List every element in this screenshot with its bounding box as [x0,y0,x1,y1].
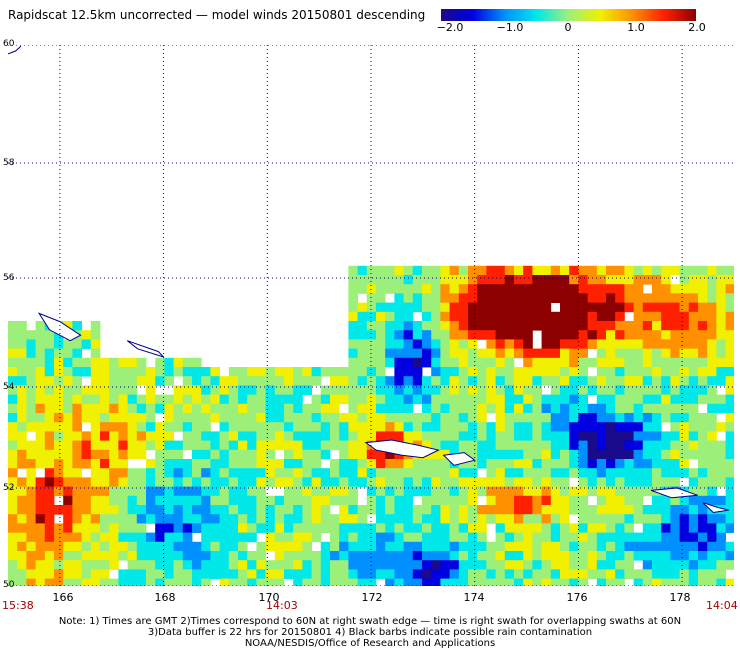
lat-label-60: 60 [3,39,15,49]
time-label-middle: 14:03 [266,599,298,612]
lon-label-178: 178 [669,591,691,604]
lon-label-172: 172 [361,591,383,604]
map-canvas [8,45,734,586]
lon-label-174: 174 [463,591,485,604]
footnote-line-2: 3)Data buffer is 22 hrs for 20150801 4) … [147,627,593,638]
island-coastline [702,502,729,514]
lat-label-54: 54 [3,382,15,392]
island-coastline [442,452,476,466]
lat-label-58: 58 [3,158,15,168]
lat-label-56: 56 [3,273,15,283]
colorbar-tick-label: −1.0 [496,21,524,34]
lat-label-52: 52 [3,483,15,493]
graticule [8,45,734,586]
map-plot-area [8,45,734,586]
map-title: Rapidscat 12.5km uncorrected — model win… [8,8,426,22]
lat-label-50: 50 [3,580,15,590]
lon-label-170: 170 [258,591,280,604]
island-coastline [650,487,698,499]
colorbar-tick-label: 1.0 [627,21,645,34]
footnote-line-1: Note: 1) Times are GMT 2)Times correspon… [58,616,682,627]
colorbar-tick-label: 0 [564,21,572,34]
time-label-right: 14:04 [706,599,738,612]
wind-difference-cells [8,265,734,586]
colorbar [441,9,696,21]
lon-label-176: 176 [566,591,588,604]
island-coastline [37,312,82,342]
lon-label-166: 166 [52,591,74,604]
colorbar-tick-label: −2.0 [436,21,464,34]
lon-label-168: 168 [154,591,176,604]
coastline-fragment [8,45,22,55]
island-coastline [126,340,164,358]
island-coastline [364,439,440,459]
colorbar-tick-label: 2.0 [688,21,706,34]
footnote-line-3: NOAA/NESDIS/Office of Research and Appli… [244,638,496,649]
time-label-left: 15:38 [2,599,34,612]
